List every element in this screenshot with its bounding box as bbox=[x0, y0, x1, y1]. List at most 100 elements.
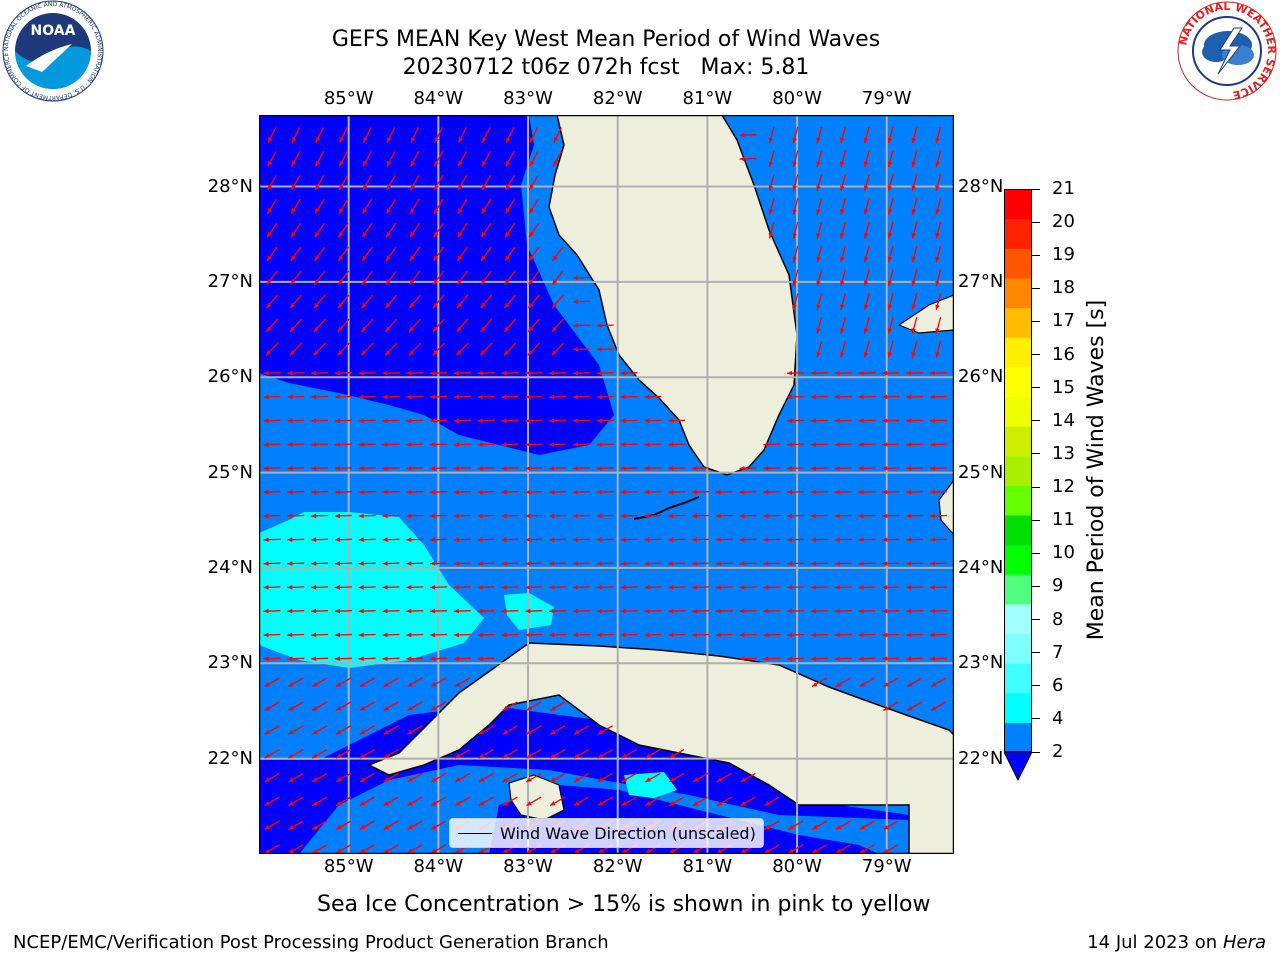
wind-wave-arrowhead bbox=[834, 561, 840, 566]
wind-wave-arrowhead bbox=[549, 561, 555, 566]
wind-wave-arrowhead bbox=[263, 585, 269, 590]
right-lat-tick-label: 24°N bbox=[958, 556, 1004, 578]
wind-wave-arrowhead bbox=[887, 233, 893, 239]
wind-wave-arrowhead bbox=[482, 160, 487, 167]
wind-wave-arrowhead bbox=[409, 302, 415, 309]
wind-wave-arrowhead bbox=[358, 442, 364, 447]
wind-wave-arrowhead bbox=[453, 370, 459, 376]
wind-wave-arrowhead bbox=[481, 184, 487, 190]
wind-wave-arrowhead bbox=[263, 442, 269, 447]
wind-wave-arrowhead bbox=[288, 777, 294, 782]
top-lon-tick-label: 79°W bbox=[861, 88, 912, 109]
colorbar-tick-label: 12 bbox=[1052, 476, 1075, 498]
wind-wave-arrowhead bbox=[907, 706, 913, 711]
wind-wave-arrowhead bbox=[572, 513, 578, 519]
wind-wave-arrowhead bbox=[668, 537, 674, 542]
wind-wave-arrowhead bbox=[788, 848, 794, 854]
wind-wave-arrowhead bbox=[834, 608, 840, 614]
wind-wave-arrowhead bbox=[715, 513, 721, 519]
wind-wave-arrowhead bbox=[929, 442, 935, 447]
wind-wave-arrowhead bbox=[314, 302, 320, 309]
wind-wave-arrowhead bbox=[406, 656, 412, 661]
wind-wave-arrowhead bbox=[385, 302, 391, 309]
wind-wave-arrowhead bbox=[763, 585, 769, 590]
wind-wave-arrowhead bbox=[882, 489, 888, 495]
wind-wave-arrowhead bbox=[792, 161, 797, 168]
wind-wave-arrowhead bbox=[644, 561, 650, 566]
wind-wave-arrowhead bbox=[359, 682, 366, 687]
wind-wave-arrowhead bbox=[266, 302, 272, 309]
wind-wave-arrowhead bbox=[572, 275, 578, 281]
wind-wave-arrowhead bbox=[739, 537, 745, 542]
colorbar-segment bbox=[1004, 307, 1032, 338]
wind-wave-arrowhead bbox=[361, 326, 367, 332]
wind-wave-arrowhead bbox=[313, 350, 319, 356]
wind-wave-arrowhead bbox=[529, 208, 534, 214]
wind-wave-arrowhead bbox=[763, 537, 769, 542]
wind-wave-arrowhead bbox=[787, 466, 793, 471]
wind-wave-arrowhead bbox=[739, 561, 745, 566]
wind-wave-arrowhead bbox=[787, 418, 793, 423]
wind-wave-arrowhead bbox=[406, 513, 412, 519]
wind-wave-arrowhead bbox=[668, 585, 674, 590]
wind-wave-arrowhead bbox=[669, 848, 675, 854]
noaa-logo-text: NOAA bbox=[31, 23, 76, 39]
top-lon-tick-label: 82°W bbox=[592, 88, 643, 109]
wind-wave-arrowhead bbox=[858, 394, 864, 400]
wind-wave-arrowhead bbox=[887, 304, 893, 310]
colorbar-tick-label: 15 bbox=[1052, 376, 1075, 398]
wind-wave-arrowhead bbox=[311, 466, 317, 471]
wind-wave-arrowhead bbox=[477, 585, 483, 590]
wind-wave-arrowhead bbox=[287, 466, 293, 471]
wind-wave-arrowhead bbox=[315, 160, 320, 167]
wind-wave-arrowhead bbox=[834, 418, 840, 423]
wind-wave-arrowhead bbox=[334, 489, 340, 495]
wind-wave-arrowhead bbox=[432, 350, 438, 356]
colorbar-segment bbox=[1004, 277, 1032, 309]
wind-wave-arrowhead bbox=[267, 184, 273, 190]
wind-wave-arrowhead bbox=[334, 632, 340, 638]
wind-wave-arrowhead bbox=[596, 347, 602, 352]
wind-wave-arrowhead bbox=[840, 256, 845, 263]
wind-wave-arrowhead bbox=[266, 350, 272, 356]
wind-wave-arrowhead bbox=[263, 466, 269, 471]
colorbar-segment bbox=[1004, 692, 1032, 723]
colorbar-tick-mark bbox=[1032, 652, 1040, 654]
wind-wave-arrowhead bbox=[406, 632, 412, 638]
wind-wave-arrowhead bbox=[525, 632, 531, 638]
wind-wave-direction-arrows bbox=[263, 126, 954, 854]
wind-wave-arrowhead bbox=[787, 561, 793, 566]
wind-wave-arrowhead bbox=[288, 753, 294, 759]
wind-wave-arrowhead bbox=[458, 137, 463, 143]
wind-wave-arrowhead bbox=[337, 302, 343, 309]
wind-wave-arrowhead bbox=[504, 350, 510, 356]
wind-wave-arrowhead bbox=[596, 608, 602, 614]
wind-wave-arrowhead bbox=[481, 208, 487, 214]
wind-wave-arrowhead bbox=[457, 231, 463, 238]
wind-wave-arrowhead bbox=[816, 304, 821, 310]
wind-wave-arrowhead bbox=[739, 156, 745, 162]
wind-wave-arrowhead bbox=[362, 231, 368, 238]
wind-wave-arrowhead bbox=[596, 513, 602, 519]
land-florida bbox=[548, 115, 798, 476]
wind-wave-arrowhead bbox=[263, 561, 269, 566]
wind-wave-arrowhead bbox=[311, 394, 317, 400]
wind-wave-arrowhead bbox=[383, 706, 390, 711]
wind-wave-arrowhead bbox=[740, 777, 747, 782]
wind-wave-arrowhead bbox=[482, 137, 487, 143]
wind-wave-arrowhead bbox=[287, 632, 293, 638]
wind-wave-arrowhead bbox=[480, 279, 486, 285]
top-lon-tick-label: 83°W bbox=[503, 88, 553, 109]
wind-wave-arrowhead bbox=[311, 513, 317, 519]
noaa-logo: NOAA NATIONAL OCEANIC AND ATMOSPHERIC AD… bbox=[2, 0, 104, 102]
right-lat-tick-label: 25°N bbox=[958, 461, 1004, 483]
wind-wave-arrowhead bbox=[691, 608, 697, 614]
wind-wave-arrowhead bbox=[334, 466, 340, 471]
wind-wave-arrowhead bbox=[768, 185, 774, 191]
wind-wave-arrowhead bbox=[834, 632, 840, 638]
wind-wave-arrowhead bbox=[287, 489, 293, 495]
wind-wave-arrowhead bbox=[550, 706, 556, 711]
right-lat-tick-label: 27°N bbox=[958, 270, 1004, 292]
bottom-lon-tick-label: 84°W bbox=[413, 856, 464, 877]
wind-wave-arrowhead bbox=[430, 394, 436, 400]
